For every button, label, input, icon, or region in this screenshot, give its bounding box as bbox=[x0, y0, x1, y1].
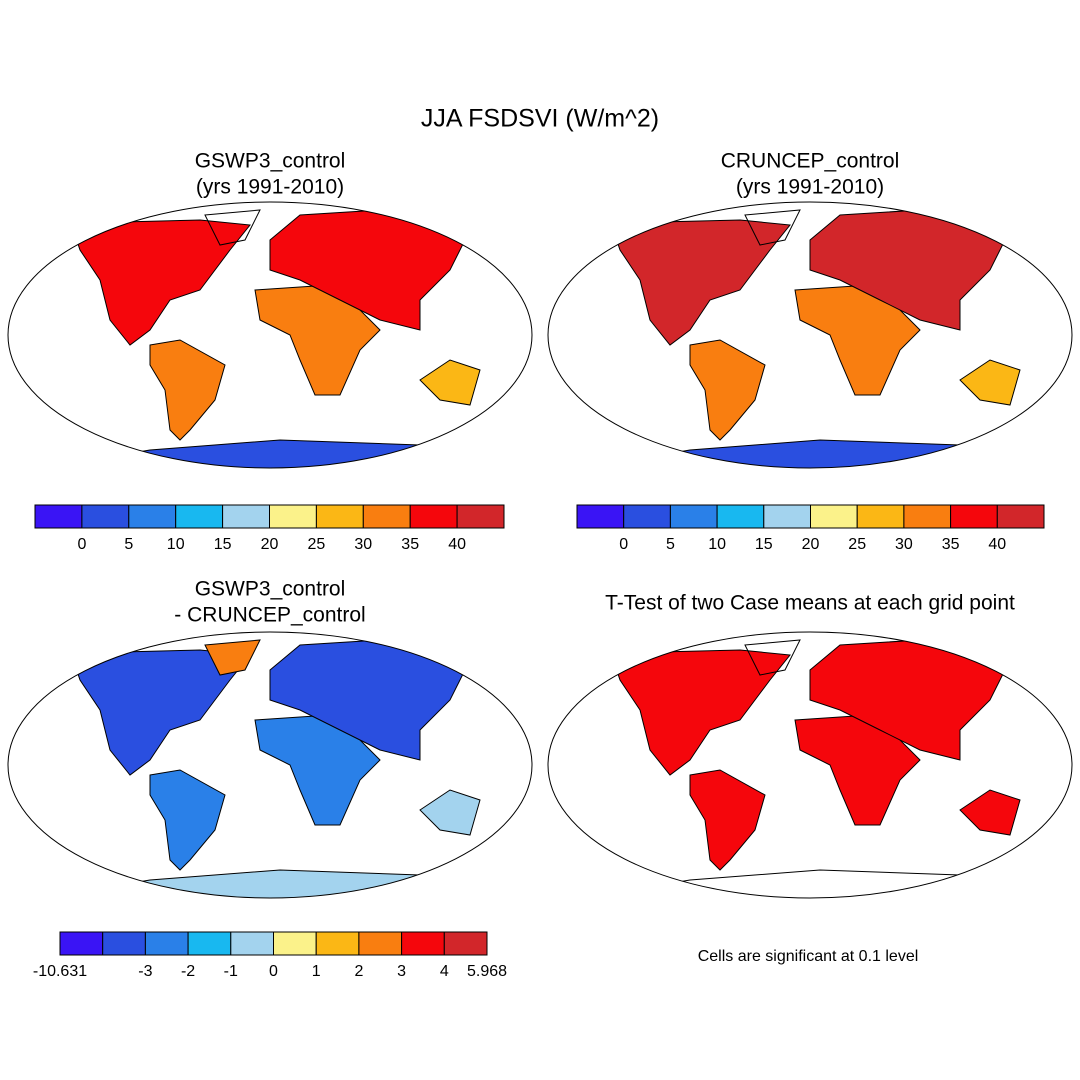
colorbar-box bbox=[128, 504, 177, 529]
colorbar-label: 10 bbox=[708, 536, 726, 553]
colorbar-label: 20 bbox=[261, 536, 279, 553]
colorbar-label: 15 bbox=[755, 536, 773, 553]
colorbar-box bbox=[358, 931, 403, 956]
colorbar-label: 20 bbox=[802, 536, 820, 553]
colorbar-box bbox=[273, 931, 317, 956]
colorbar-box bbox=[102, 931, 146, 956]
landmass bbox=[689, 769, 766, 871]
colorbar-box bbox=[362, 504, 411, 529]
landmass bbox=[614, 649, 791, 776]
colorbar-label: 40 bbox=[448, 536, 466, 553]
map bbox=[614, 639, 1021, 898]
panel-note: Cells are significant at 0.1 level bbox=[698, 948, 919, 965]
colorbar-box bbox=[175, 504, 224, 529]
colorbar-label: 25 bbox=[848, 536, 866, 553]
panel-title: CRUNCEP_control bbox=[721, 150, 900, 173]
colorbar-label: 0 bbox=[269, 963, 278, 980]
panel-title: T-Test of two Case means at each grid po… bbox=[605, 592, 1015, 615]
colorbar-box bbox=[996, 504, 1045, 529]
map-frame bbox=[547, 631, 1073, 899]
map bbox=[74, 639, 481, 898]
landmass bbox=[619, 439, 1001, 468]
colorbar-box bbox=[230, 931, 275, 956]
colorbar-box bbox=[576, 504, 625, 529]
colorbar-label: 0 bbox=[619, 536, 628, 553]
landmass bbox=[689, 339, 766, 441]
landmass bbox=[149, 769, 226, 871]
landmass bbox=[79, 439, 461, 468]
colorbar-box bbox=[443, 931, 488, 956]
map-frame bbox=[547, 201, 1073, 469]
colorbar-box bbox=[59, 931, 104, 956]
panel-title: - CRUNCEP_control bbox=[174, 604, 365, 627]
map bbox=[614, 209, 1021, 468]
panel-title: (yrs 1991-2010) bbox=[736, 176, 884, 199]
landmass bbox=[204, 639, 261, 676]
colorbar-label: -2 bbox=[181, 963, 195, 980]
colorbar-box bbox=[903, 504, 952, 529]
colorbar-label: 1 bbox=[312, 963, 321, 980]
colorbar-label: 25 bbox=[308, 536, 326, 553]
colorbar-box bbox=[81, 504, 130, 529]
landmass bbox=[744, 639, 801, 676]
colorbar-box bbox=[456, 504, 505, 529]
landmass bbox=[419, 359, 481, 406]
colorbar-box bbox=[810, 504, 858, 529]
colorbar-label: 2 bbox=[354, 963, 363, 980]
colorbar-label: 35 bbox=[942, 536, 960, 553]
colorbar-box bbox=[222, 504, 271, 529]
panel-title: (yrs 1991-2010) bbox=[196, 176, 344, 199]
colorbar-box bbox=[763, 504, 811, 529]
colorbar-box bbox=[669, 504, 718, 529]
colorbar-box bbox=[856, 504, 905, 529]
colorbar-box bbox=[950, 504, 998, 529]
colorbar-label: 35 bbox=[401, 536, 419, 553]
map bbox=[74, 209, 481, 468]
colorbar-label: 4 bbox=[440, 963, 449, 980]
landmass bbox=[79, 869, 461, 898]
landmass bbox=[74, 219, 251, 346]
colorbar-box bbox=[409, 504, 458, 529]
landmass bbox=[744, 209, 801, 246]
colorbar-label: -3 bbox=[138, 963, 152, 980]
colorbar-label: 10 bbox=[167, 536, 185, 553]
landmass bbox=[619, 869, 1001, 898]
colorbar-box bbox=[269, 504, 317, 529]
colorbar-box bbox=[315, 931, 360, 956]
landmass bbox=[74, 649, 251, 776]
panel-title: GSWP3_control bbox=[195, 150, 346, 173]
landmass bbox=[204, 209, 261, 246]
colorbar-label: 15 bbox=[214, 536, 232, 553]
colorbar-label: -1 bbox=[224, 963, 238, 980]
colorbar-label: 40 bbox=[988, 536, 1006, 553]
map-frame bbox=[7, 631, 533, 899]
colorbar-label: 5 bbox=[666, 536, 675, 553]
colorbar-label: 30 bbox=[895, 536, 913, 553]
colorbar-box bbox=[716, 504, 765, 529]
colorbar-label: 5.968 bbox=[467, 963, 507, 980]
colorbar-label: 0 bbox=[77, 536, 86, 553]
colorbar-box bbox=[401, 931, 445, 956]
landmass bbox=[959, 789, 1021, 836]
colorbar-label: -10.631 bbox=[33, 963, 87, 980]
colorbar-label: 30 bbox=[354, 536, 372, 553]
colorbar-box bbox=[623, 504, 671, 529]
landmass bbox=[614, 219, 791, 346]
map-frame bbox=[7, 201, 533, 469]
colorbar-box bbox=[315, 504, 364, 529]
panel-title: GSWP3_control bbox=[195, 578, 346, 601]
landmass bbox=[419, 789, 481, 836]
landmass bbox=[149, 339, 226, 441]
colorbar-label: 3 bbox=[397, 963, 406, 980]
figure-title: JJA FSDSVI (W/m^2) bbox=[421, 105, 659, 133]
landmass bbox=[959, 359, 1021, 406]
colorbar-label: 5 bbox=[124, 536, 133, 553]
colorbar-box bbox=[144, 931, 189, 956]
colorbar-box bbox=[187, 931, 232, 956]
colorbar-box bbox=[34, 504, 83, 529]
